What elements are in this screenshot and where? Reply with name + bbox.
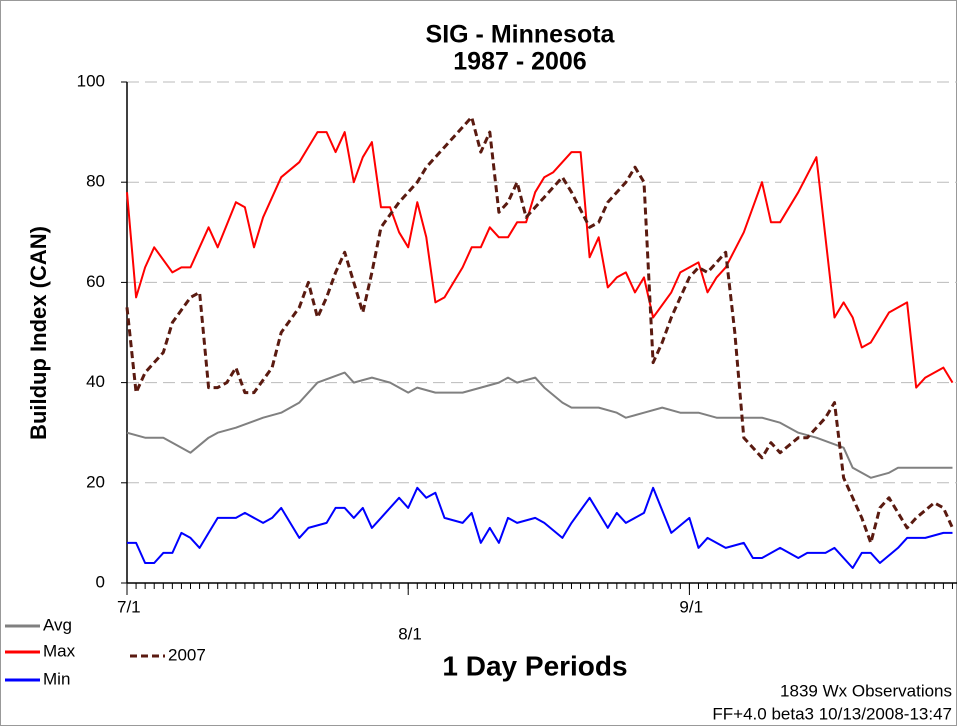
y-tick-label: 0: [96, 572, 105, 591]
x-tick-label: 9/1: [679, 597, 703, 616]
y-tick-label: 80: [86, 172, 105, 191]
legend-label: Avg: [43, 615, 72, 634]
chart-title: SIG - Minnesota: [426, 21, 616, 49]
y-axis-label: Buildup Index (CAN): [26, 226, 51, 440]
y-tick-label: 20: [86, 472, 105, 491]
x-tick-label: 8/1: [398, 624, 422, 643]
series-line: [126, 371, 953, 479]
legend-label: 2007: [168, 645, 206, 664]
series-line: [126, 131, 954, 389]
series-line: [127, 486, 953, 569]
y-tick-label: 100: [77, 71, 105, 90]
x-tick-label: 7/1: [117, 597, 141, 616]
annotation: FF+4.0 beta3 10/13/2008-13:47: [712, 704, 952, 723]
legend-label: Max: [43, 641, 76, 660]
y-tick-label: 40: [86, 372, 105, 391]
y-tick-label: 60: [86, 272, 105, 291]
legend-label: Min: [43, 669, 70, 688]
x-axis-label: 1 Day Periods: [442, 650, 627, 681]
annotation: 1839 Wx Observations: [780, 681, 952, 700]
series-line: [125, 115, 954, 545]
chart-subtitle: 1987 - 2006: [453, 48, 586, 76]
